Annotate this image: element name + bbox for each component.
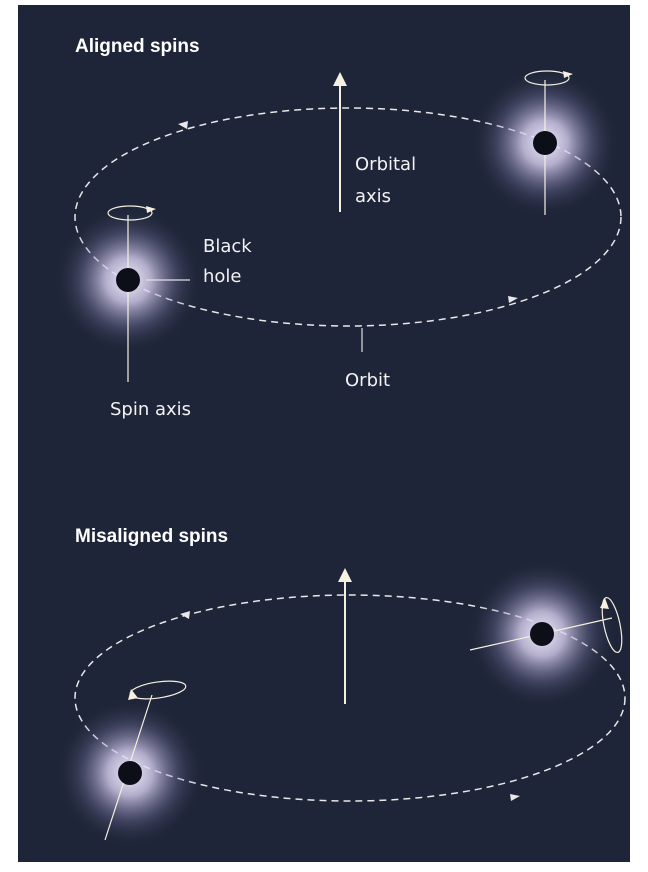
black-hole [118,761,142,785]
orbit-arrow [178,121,188,129]
label: Orbital [355,154,416,175]
label: axis [355,186,391,207]
black-hole [530,622,554,646]
label: hole [203,266,242,287]
arrowhead [128,689,138,700]
panel-title: Misaligned spins [75,526,228,547]
orbit-arrow [180,611,190,619]
spin-loop [107,205,153,221]
label: Orbit [345,370,390,391]
black-hole [116,268,140,292]
panel-title: Aligned spins [75,36,200,57]
black-hole [533,131,557,155]
arrowhead [146,206,156,213]
spin-loop [524,70,570,86]
label: Spin axis [110,399,191,420]
spin-loop [601,596,623,654]
arrowhead [563,71,573,78]
arrowhead [600,598,609,609]
orbit-arrow [508,296,518,303]
orbit [74,594,626,802]
label: Black [203,236,252,257]
orbit-arrow [510,794,520,801]
arrowhead [338,568,352,582]
arrowhead [333,72,347,86]
orbit [74,107,622,327]
